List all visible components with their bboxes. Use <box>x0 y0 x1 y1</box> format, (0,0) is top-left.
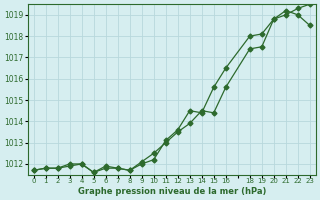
X-axis label: Graphe pression niveau de la mer (hPa): Graphe pression niveau de la mer (hPa) <box>77 187 266 196</box>
